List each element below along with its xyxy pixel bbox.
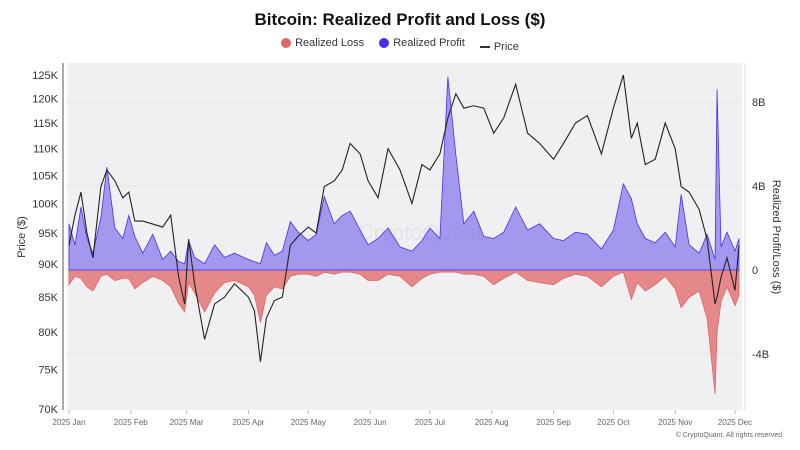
left-tick-label: 125K: [32, 70, 58, 82]
x-tick-label: 2025 Jul: [415, 418, 445, 427]
x-tick-label: 2025 Oct: [597, 418, 630, 427]
right-tick-label: 4B: [752, 181, 765, 193]
left-tick-label: 75K: [38, 364, 58, 376]
loss-dot-icon: [281, 38, 292, 48]
left-tick-label: 85K: [38, 292, 58, 304]
x-tick-label: 2025 May: [291, 418, 326, 427]
legend-item-loss[interactable]: Realized Loss: [281, 37, 364, 49]
left-tick-label: 95K: [38, 228, 58, 240]
x-tick-label: 2025 Feb: [114, 418, 148, 427]
right-tick-label: 0: [752, 265, 758, 277]
right-tick-label: -4B: [752, 349, 769, 361]
price-line-icon: [479, 46, 490, 48]
x-tick-label: 2025 Sep: [536, 418, 571, 427]
left-tick-label: 90K: [38, 259, 58, 271]
left-axis-label: Price ($): [16, 216, 28, 258]
left-tick-label: 115K: [33, 118, 59, 130]
x-tick-label: 2025 Mar: [170, 418, 204, 427]
left-tick-label: 70K: [38, 404, 58, 416]
legend-label: Realized Profit: [393, 37, 465, 49]
copyright: © CryptoQuant. All rights reserved: [675, 432, 782, 439]
chart-title: Bitcoin: Realized Profit and Loss ($): [254, 10, 546, 29]
right-tick-label: 8B: [752, 97, 765, 109]
realized-loss-area: [68, 269, 740, 394]
legend-label: Price: [493, 41, 519, 53]
legend-label: Realized Loss: [295, 37, 365, 49]
left-tick-label: 120K: [32, 94, 58, 106]
x-tick-label: 2025 Dec: [718, 418, 752, 427]
left-tick-label: 80K: [38, 327, 58, 339]
legend: Realized Loss Realized Profit Price: [0, 37, 800, 53]
left-tick-label: 110K: [33, 144, 59, 156]
price-line: [68, 74, 740, 362]
legend-item-profit[interactable]: Realized Profit: [379, 37, 465, 49]
x-tick-label: 2025 Apr: [232, 418, 264, 427]
left-tick-label: 100K: [32, 199, 58, 211]
x-tick-label: 2025 Jan: [53, 418, 86, 427]
realized-profit-area: [68, 76, 740, 271]
right-axis-label: Realized Profit/Loss ($): [770, 180, 782, 294]
x-tick-label: 2025 Aug: [475, 418, 509, 427]
x-tick-label: 2025 Jun: [354, 418, 387, 427]
legend-item-price[interactable]: Price: [479, 41, 519, 53]
x-tick-label: 2025 Nov: [658, 418, 692, 427]
profit-dot-icon: [379, 38, 390, 48]
left-tick-label: 105K: [32, 170, 58, 182]
